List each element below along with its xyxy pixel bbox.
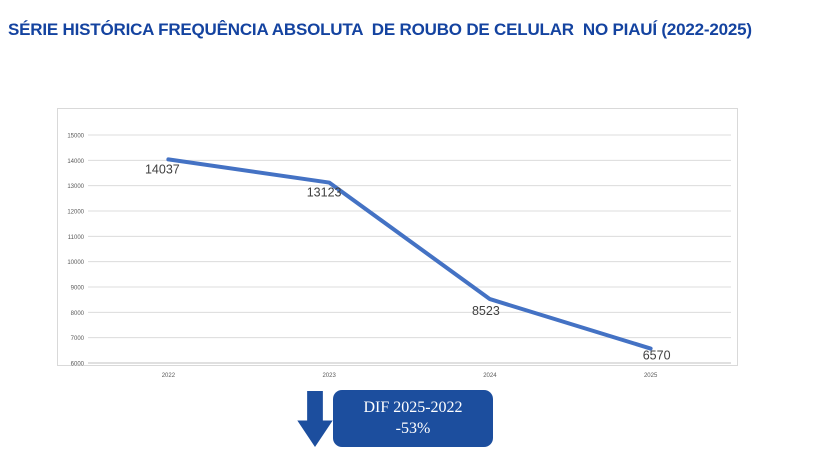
svg-text:12000: 12000	[67, 210, 84, 216]
svg-text:7000: 7000	[71, 336, 85, 342]
page-title: SÉRIE HISTÓRICA FREQUÊNCIA ABSOLUTA DE R…	[8, 20, 752, 39]
svg-text:13000: 13000	[67, 184, 84, 190]
line-chart: 6000 7000 8000 9000 10000 11000 12000 13000 1400…	[57, 108, 739, 390]
dif-callout-line2: -53%	[395, 420, 431, 437]
down-arrow-shape	[297, 391, 333, 448]
svg-text:2023: 2023	[322, 373, 336, 379]
svg-text:8523: 8523	[472, 304, 500, 318]
svg-text:9000: 9000	[71, 286, 85, 292]
svg-text:6570: 6570	[643, 349, 671, 363]
svg-text:2025: 2025	[644, 373, 658, 379]
svg-text:10000: 10000	[67, 260, 84, 266]
svg-text:2022: 2022	[162, 373, 176, 379]
svg-text:8000: 8000	[71, 311, 85, 317]
dif-callout: DIF 2025-2022 -53%	[333, 390, 493, 447]
svg-text:15000: 15000	[67, 134, 84, 140]
svg-text:14037: 14037	[145, 162, 180, 176]
svg-text:6000: 6000	[71, 362, 85, 368]
svg-text:13123: 13123	[307, 186, 342, 200]
svg-text:11000: 11000	[68, 235, 85, 241]
svg-text:2024: 2024	[483, 373, 497, 379]
svg-text:14000: 14000	[67, 159, 84, 165]
dif-callout-line1: DIF 2025-2022	[363, 399, 463, 416]
chart-canvas: 6000 7000 8000 9000 10000 11000 12000 13000 1400…	[57, 108, 738, 379]
down-arrow-icon	[297, 391, 333, 448]
annotation: DIF 2025-2022 -53%	[296, 389, 496, 449]
